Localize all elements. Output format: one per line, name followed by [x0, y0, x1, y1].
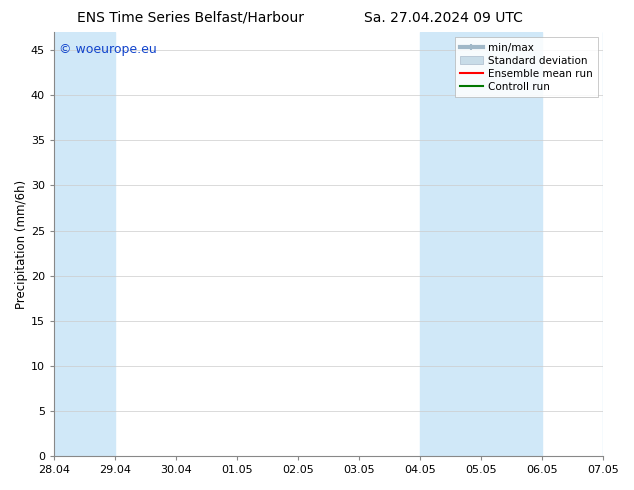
Bar — [54, 32, 115, 456]
Y-axis label: Precipitation (mm/6h): Precipitation (mm/6h) — [15, 179, 28, 309]
Bar — [603, 32, 634, 456]
Legend: min/max, Standard deviation, Ensemble mean run, Controll run: min/max, Standard deviation, Ensemble me… — [455, 37, 598, 97]
Text: © woeurope.eu: © woeurope.eu — [60, 43, 157, 56]
Text: Sa. 27.04.2024 09 UTC: Sa. 27.04.2024 09 UTC — [365, 11, 523, 25]
Text: ENS Time Series Belfast/Harbour: ENS Time Series Belfast/Harbour — [77, 11, 304, 25]
Bar — [420, 32, 542, 456]
